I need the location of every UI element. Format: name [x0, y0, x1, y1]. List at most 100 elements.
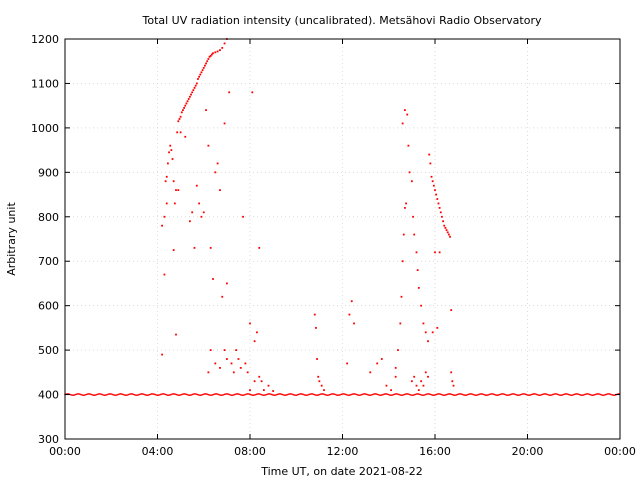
baseline-point [382, 393, 384, 396]
data-point [182, 109, 184, 112]
baseline-point [422, 394, 425, 396]
data-point [194, 84, 197, 87]
baseline-point [331, 393, 333, 395]
baseline-point [525, 393, 528, 396]
data-point [394, 375, 397, 378]
baseline-point [260, 393, 263, 396]
baseline-point [308, 393, 310, 396]
data-point [413, 233, 416, 236]
baseline-point [118, 393, 121, 395]
baseline-point [312, 393, 315, 396]
data-point [413, 375, 416, 378]
baseline-point [434, 394, 436, 396]
data-point [180, 111, 183, 114]
baseline-point [449, 393, 451, 395]
baseline-point [545, 393, 547, 395]
baseline-point [243, 394, 245, 396]
baseline-point [154, 393, 156, 396]
baseline-point [256, 393, 258, 395]
baseline-point [146, 394, 148, 396]
data-point [401, 122, 404, 125]
baseline-point [533, 393, 536, 395]
baseline-point [282, 394, 285, 396]
data-point [404, 206, 406, 209]
baseline-point [598, 393, 600, 395]
data-point [397, 349, 399, 352]
baseline-point [209, 394, 212, 396]
baseline-point [583, 394, 585, 396]
baseline-point [393, 393, 396, 395]
baseline-point [586, 393, 589, 395]
baseline-point [302, 393, 304, 396]
baseline-point [608, 393, 611, 395]
data-point [219, 366, 221, 369]
baseline-point [341, 393, 344, 395]
data-point [237, 358, 240, 360]
baseline-point [215, 393, 218, 395]
baseline-point [75, 393, 78, 395]
baseline-point [117, 393, 119, 396]
baseline-point [527, 394, 530, 396]
baseline-point [502, 393, 504, 395]
baseline-point [71, 394, 73, 396]
baseline-point [310, 393, 312, 395]
baseline-point [426, 393, 428, 395]
baseline-point [351, 393, 353, 396]
data-point [437, 202, 440, 205]
baseline-point [114, 394, 116, 396]
baseline-point [487, 394, 489, 396]
baseline-point [252, 394, 255, 396]
baseline-point [144, 393, 146, 396]
baseline-point [204, 393, 206, 395]
baseline-point [529, 394, 531, 396]
baseline-point [443, 394, 445, 396]
baseline-point [266, 393, 269, 395]
baseline-point [214, 393, 217, 395]
data-point [214, 51, 217, 54]
data-point [427, 375, 429, 378]
baseline-point [462, 393, 464, 396]
y-tick-label: 1100 [31, 77, 59, 90]
baseline-point [490, 393, 493, 395]
baseline-point [560, 394, 562, 396]
baseline-point [227, 393, 229, 395]
baseline-point [175, 393, 177, 396]
baseline-point [219, 394, 221, 396]
baseline-point [115, 394, 117, 396]
baseline-point [499, 393, 501, 396]
baseline-point [521, 393, 523, 395]
baseline-point [178, 394, 181, 396]
baseline-point [104, 394, 107, 396]
x-tick-label: 00:00 [49, 445, 81, 458]
x-axis-ticks: 00:00 04:00 08:00 12:00 16:00 20:00 00:00 [49, 39, 636, 458]
baseline-point [436, 393, 439, 395]
baseline-point [415, 393, 418, 395]
data-point [219, 49, 221, 52]
baseline-point [172, 393, 175, 395]
data-point [258, 375, 261, 378]
data-point [206, 60, 209, 63]
baseline-point [355, 393, 358, 396]
baseline-point [374, 393, 376, 395]
baseline-point [539, 394, 541, 396]
baseline-point [94, 394, 96, 396]
baseline-point [237, 393, 240, 395]
baseline-point [566, 393, 568, 395]
data-point [313, 313, 316, 316]
data-point [173, 202, 176, 205]
baseline-point [397, 393, 399, 395]
baseline-point [348, 394, 351, 396]
baseline-point [333, 393, 336, 395]
data-point [207, 371, 210, 374]
baseline-point [98, 393, 101, 395]
baseline-point [66, 393, 69, 395]
baseline-point [322, 393, 324, 395]
baseline-point [404, 393, 406, 396]
baseline-point [440, 393, 442, 395]
data-point [172, 180, 175, 183]
baseline-point [273, 394, 275, 396]
data-point [183, 106, 185, 109]
data-point [198, 202, 201, 205]
baseline-point [112, 394, 115, 396]
baseline-point [295, 394, 297, 396]
